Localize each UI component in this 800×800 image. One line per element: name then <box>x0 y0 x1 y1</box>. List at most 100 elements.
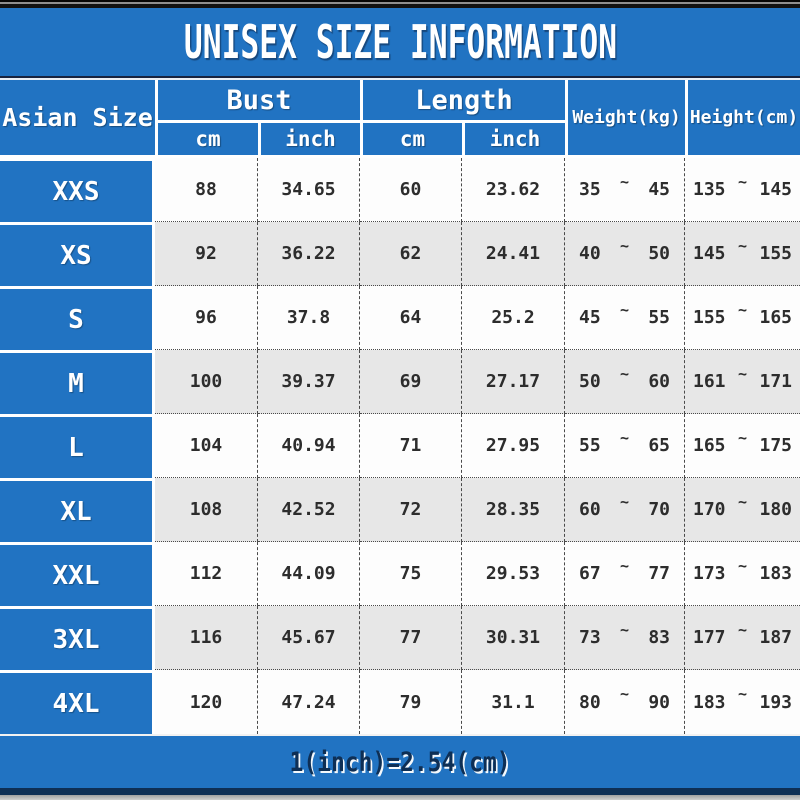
header-length-cm: cm <box>360 120 462 158</box>
cell-length-inch: 28.35 <box>462 478 565 542</box>
cell-bust-inch: 45.67 <box>258 606 360 670</box>
range-tilde: ~ <box>737 685 748 703</box>
range-tilde: ~ <box>737 428 748 447</box>
range-tilde: ~ <box>619 364 630 383</box>
cell-bust-cm: 104 <box>155 414 258 478</box>
cell-height-cm-range: 165 ~175 <box>685 414 800 478</box>
header-weight-kg: Weight(kg) <box>565 80 685 158</box>
header-bust-cm: cm <box>155 120 258 158</box>
range-tilde: ~ <box>737 620 748 639</box>
range-to: 60 <box>648 371 670 392</box>
range-from: 177 <box>693 627 726 648</box>
range-tilde: ~ <box>737 556 748 575</box>
range-to: 171 <box>759 371 792 392</box>
cell-bust-inch: 39.37 <box>258 350 360 414</box>
cell-bust-inch: 37.8 <box>258 286 360 350</box>
range-tilde: ~ <box>619 428 630 447</box>
cell-length-inch: 30.31 <box>462 606 565 670</box>
cell-weight-kg-range: 60 ~70 <box>565 478 685 542</box>
range-to: 65 <box>648 435 670 456</box>
cell-weight-kg-range: 67 ~77 <box>565 542 685 606</box>
header-asian-size: Asian Size <box>0 80 155 158</box>
range-to: 70 <box>648 499 670 520</box>
range-from: 165 <box>693 435 726 456</box>
conversion-note: 1(inch)=2.54(cm) <box>289 746 511 778</box>
range-to: 77 <box>648 563 670 584</box>
cell-height-cm-range: 155 ~165 <box>685 286 800 350</box>
range-tilde: ~ <box>619 172 630 191</box>
range-to: 55 <box>648 307 670 328</box>
range-to: 180 <box>759 499 792 520</box>
cell-bust-cm: 100 <box>155 350 258 414</box>
range-to: 193 <box>759 691 792 713</box>
cell-length-cm: 62 <box>360 222 462 286</box>
cell-height-cm-range: 145 ~155 <box>685 222 800 286</box>
range-to: 187 <box>759 627 792 648</box>
range-to: 83 <box>648 627 670 648</box>
footer-band: 1(inch)=2.54(cm) <box>0 734 800 788</box>
cell-length-cm: 72 <box>360 478 462 542</box>
bottom-trim-gray <box>0 795 800 800</box>
size-label: M <box>0 350 155 414</box>
cell-length-inch: 31.1 <box>462 670 565 734</box>
cell-height-cm-range: 173 ~183 <box>685 542 800 606</box>
cell-length-cm: 60 <box>360 158 462 222</box>
cell-bust-inch: 47.24 <box>258 670 360 734</box>
size-label: 4XL <box>0 670 155 734</box>
cell-height-cm-range: 170 ~180 <box>685 478 800 542</box>
range-from: 80 <box>579 691 601 713</box>
range-from: 135 <box>693 179 726 200</box>
cell-bust-inch: 42.52 <box>258 478 360 542</box>
bottom-trim-navy <box>0 788 800 795</box>
cell-length-inch: 27.17 <box>462 350 565 414</box>
range-tilde: ~ <box>619 236 630 255</box>
range-tilde: ~ <box>737 364 748 383</box>
range-from: 55 <box>579 435 601 456</box>
cell-height-cm-range: 161 ~171 <box>685 350 800 414</box>
range-from: 183 <box>693 691 726 713</box>
range-tilde: ~ <box>619 685 630 703</box>
range-to: 175 <box>759 435 792 456</box>
cell-length-inch: 29.53 <box>462 542 565 606</box>
top-trim-bar <box>0 0 800 8</box>
cell-bust-inch: 34.65 <box>258 158 360 222</box>
range-from: 67 <box>579 563 601 584</box>
range-from: 161 <box>693 371 726 392</box>
range-from: 73 <box>579 627 601 648</box>
range-from: 173 <box>693 563 726 584</box>
cell-bust-cm: 108 <box>155 478 258 542</box>
cell-length-cm: 64 <box>360 286 462 350</box>
title-band: UNISEX SIZE INFORMATION <box>0 8 800 76</box>
header-length: Length <box>360 80 565 120</box>
cell-weight-kg-range: 50 ~60 <box>565 350 685 414</box>
cell-bust-cm: 88 <box>155 158 258 222</box>
range-from: 50 <box>579 371 601 392</box>
range-from: 45 <box>579 307 601 328</box>
cell-length-cm: 75 <box>360 542 462 606</box>
cell-weight-kg-range: 80 ~90 <box>565 670 685 734</box>
header-bust: Bust <box>155 80 360 120</box>
cell-length-inch: 24.41 <box>462 222 565 286</box>
range-from: 155 <box>693 307 726 328</box>
cell-length-inch: 25.2 <box>462 286 565 350</box>
cell-length-inch: 23.62 <box>462 158 565 222</box>
range-to: 45 <box>648 179 670 200</box>
size-label: XXS <box>0 158 155 222</box>
range-to: 183 <box>759 563 792 584</box>
range-to: 165 <box>759 307 792 328</box>
range-from: 40 <box>579 243 601 264</box>
cell-bust-inch: 40.94 <box>258 414 360 478</box>
size-table: Asian Size Bust Length Weight(kg) Height… <box>0 80 800 734</box>
page-title: UNISEX SIZE INFORMATION <box>183 15 617 69</box>
range-tilde: ~ <box>619 556 630 575</box>
range-tilde: ~ <box>737 236 748 255</box>
size-label: 3XL <box>0 606 155 670</box>
cell-height-cm-range: 183 ~193 <box>685 670 800 734</box>
range-from: 145 <box>693 243 726 264</box>
range-from: 170 <box>693 499 726 520</box>
cell-weight-kg-range: 55 ~65 <box>565 414 685 478</box>
cell-height-cm-range: 177 ~187 <box>685 606 800 670</box>
cell-length-cm: 69 <box>360 350 462 414</box>
cell-length-cm: 77 <box>360 606 462 670</box>
